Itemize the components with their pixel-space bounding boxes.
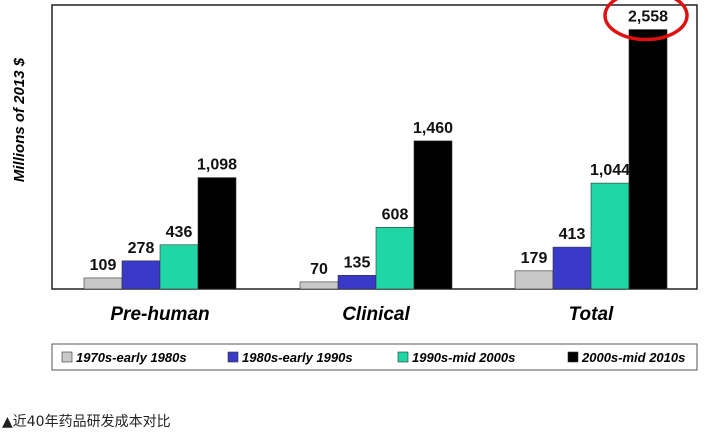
- data-label: 278: [128, 240, 155, 257]
- data-label: 109: [90, 257, 117, 274]
- bar: [375, 227, 415, 290]
- data-label: 179: [521, 250, 548, 267]
- bar: [299, 281, 339, 290]
- bar: [197, 177, 237, 290]
- bar: [83, 277, 123, 290]
- data-label: 2,558: [628, 9, 668, 26]
- bar: [590, 182, 630, 290]
- legend-label: 2000s-mid 2010s: [581, 350, 685, 365]
- bar: [628, 29, 668, 290]
- legend-swatch: [227, 351, 239, 363]
- legend: 1970s-early 1980s 1980s-early 1990s 1990s-…: [51, 343, 698, 371]
- data-label: 413: [559, 226, 586, 243]
- data-label: 1,098: [197, 157, 237, 174]
- data-label: 1,044: [590, 162, 630, 179]
- legend-swatch: [397, 351, 409, 363]
- category-label: Clinical: [342, 304, 410, 325]
- legend-label: 1990s-mid 2000s: [412, 350, 515, 365]
- bar: [159, 244, 199, 290]
- data-label: 70: [310, 261, 328, 278]
- legend-swatch: [567, 351, 579, 363]
- legend-label: 1970s-early 1980s: [76, 350, 187, 365]
- legend-label: 1980s-early 1990s: [242, 350, 353, 365]
- bar: [121, 260, 161, 290]
- bar: [514, 270, 554, 290]
- data-label: 135: [344, 254, 371, 271]
- legend-box: [51, 343, 698, 371]
- legend-swatch: [61, 351, 73, 363]
- category-label: Total: [569, 304, 614, 325]
- data-label: 436: [166, 224, 193, 241]
- plot-area: 109 278 436 1,098 Pre-human 70 135 608 1,460 Clin…: [51, 0, 698, 325]
- y-axis-label: Millions of 2013 $: [11, 57, 28, 182]
- figure-caption: ▲近40年药品研发成本对比: [2, 414, 171, 430]
- category-label: Pre-human: [110, 304, 209, 325]
- highlight-ellipse: [603, 0, 689, 42]
- bar: [413, 140, 453, 290]
- data-label: 1,460: [413, 120, 453, 137]
- data-label: 608: [382, 206, 409, 223]
- bar: [337, 275, 377, 290]
- bar: [552, 246, 592, 290]
